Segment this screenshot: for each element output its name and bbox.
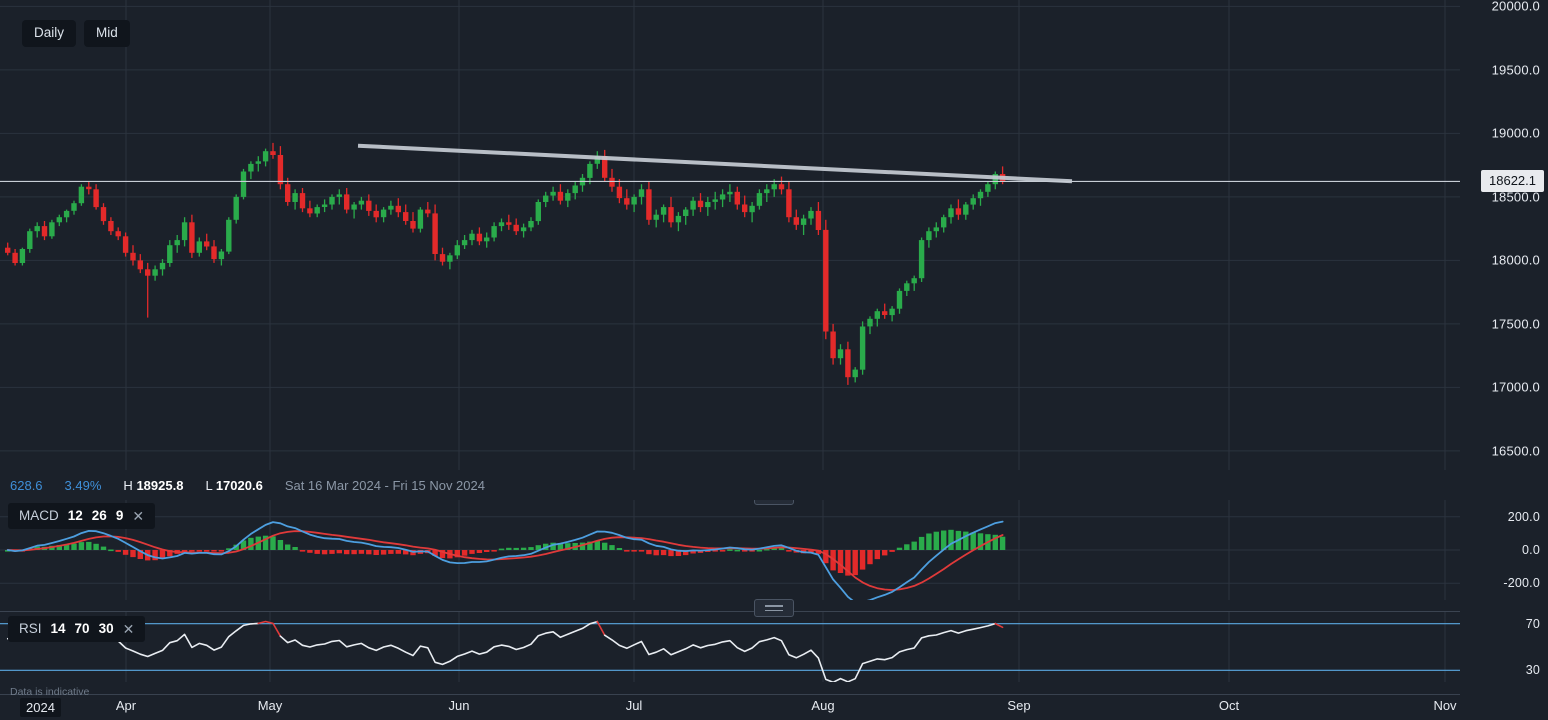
time-tick-apr: Apr [115, 698, 137, 713]
price-type-mid-button[interactable]: Mid [84, 20, 130, 47]
macd-param-fast[interactable]: 12 [67, 508, 83, 523]
rsi-param-period[interactable]: 14 [50, 621, 66, 636]
macd-label: MACD [19, 508, 59, 523]
macd-panel[interactable] [0, 500, 1548, 600]
grip-line [765, 605, 783, 607]
macd-param-slow[interactable]: 26 [91, 508, 107, 523]
quote-info-bar: 628.6 3.49% H 18925.8 L 17020.6 Sat 16 M… [0, 470, 1460, 500]
time-tick-jun: Jun [448, 698, 470, 713]
rsi-param-oversold[interactable]: 30 [98, 621, 114, 636]
period-high-label: H [123, 477, 133, 493]
time-axis-line [0, 694, 1460, 695]
indicative-note: Data is indicative [10, 686, 90, 698]
rsi-legend[interactable]: RSI 14 70 30 ✕ [8, 616, 146, 642]
period-low-value: 17020.6 [215, 477, 263, 493]
price-chart-panel[interactable] [0, 0, 1548, 470]
close-icon[interactable]: ✕ [132, 507, 145, 524]
period-high: H 18925.8 [123, 478, 183, 493]
rsi-panel[interactable] [0, 612, 1548, 682]
period-low-label: L [205, 477, 213, 493]
timeframe-daily-button[interactable]: Daily [22, 20, 77, 47]
price-change: 628.6 [10, 477, 43, 493]
time-tick-may: May [257, 698, 283, 713]
close-icon[interactable]: ✕ [122, 620, 135, 637]
candlestick-plot [0, 0, 1460, 470]
rsi-param-overbought[interactable]: 70 [74, 621, 90, 636]
time-tick-jul: Jul [625, 698, 643, 713]
macd-plot [0, 500, 1460, 600]
rsi-label: RSI [19, 621, 42, 636]
macd-legend[interactable]: MACD 12 26 9 ✕ [8, 503, 156, 529]
period-high-value: 18925.8 [136, 477, 184, 493]
time-tick-sep: Sep [1007, 698, 1031, 713]
time-tick-oct: Oct [1218, 698, 1240, 713]
time-tick-nov: Nov [1433, 698, 1457, 713]
price-change-percent: 3.49% [64, 477, 102, 493]
resize-grip-rsi[interactable] [754, 599, 794, 617]
time-tick-aug: Aug [811, 698, 835, 713]
rsi-plot [0, 612, 1460, 682]
grip-line [765, 609, 783, 611]
panel-divider-rsi [0, 611, 1460, 612]
time-tick-2024: 2024 [20, 698, 61, 717]
date-range: Sat 16 Mar 2024 - Fri 15 Nov 2024 [284, 477, 485, 493]
macd-param-signal[interactable]: 9 [115, 508, 124, 523]
time-axis[interactable]: 2024 Apr May Jun Jul Aug Sep Oct Nov [0, 698, 1548, 720]
chart-toolbar: Daily Mid [22, 20, 130, 47]
period-low: L 17020.6 [205, 478, 262, 493]
